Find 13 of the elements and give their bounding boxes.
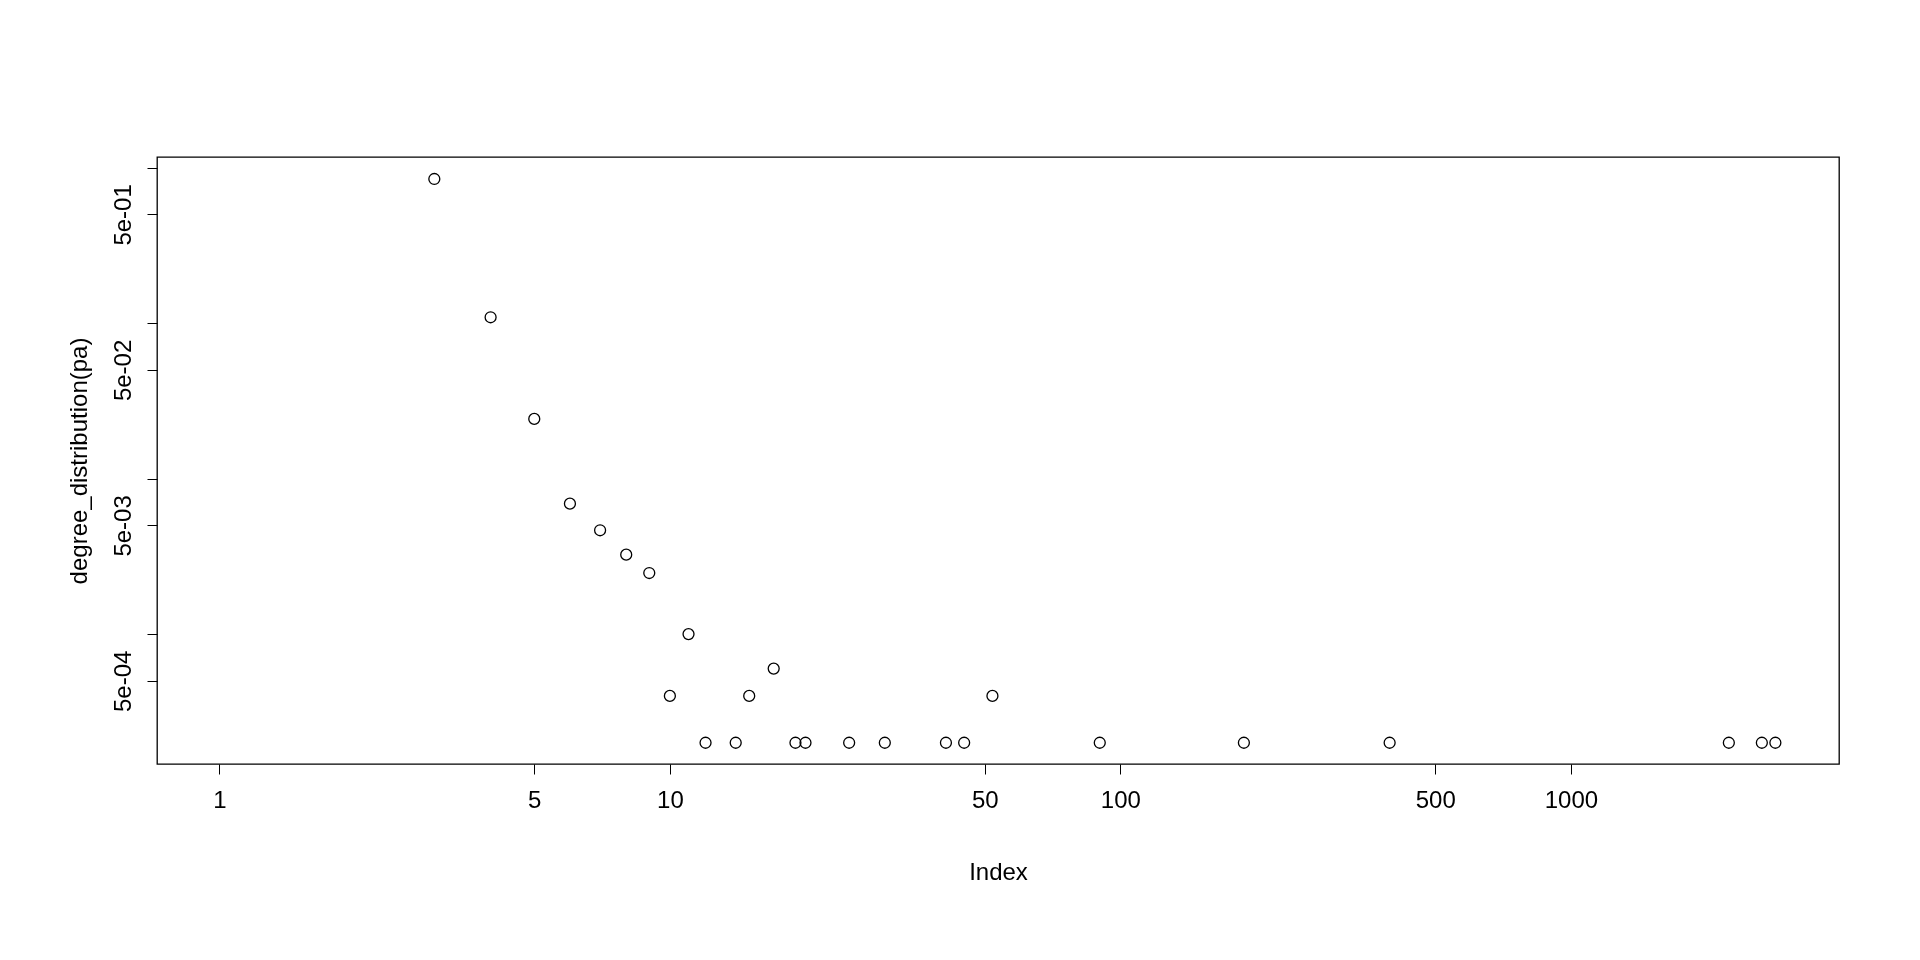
y-tick-label: 5e-02 <box>108 339 136 402</box>
x-tick-label: 5 <box>528 785 542 813</box>
x-tick-label: 500 <box>1415 785 1456 813</box>
y-axis-title: degree_distribution(pa) <box>64 337 92 585</box>
y-tick-label: 5e-04 <box>108 650 136 713</box>
x-tick-label: 1 <box>213 785 227 813</box>
x-tick-label: 10 <box>657 785 684 813</box>
x-tick-label: 100 <box>1100 785 1141 813</box>
x-axis-title: Index <box>969 857 1028 885</box>
x-tick-label: 50 <box>971 785 999 813</box>
y-tick-label: 5e-01 <box>108 184 136 246</box>
y-tick-label: 5e-03 <box>108 495 136 557</box>
x-tick-label: 1000 <box>1544 785 1599 813</box>
